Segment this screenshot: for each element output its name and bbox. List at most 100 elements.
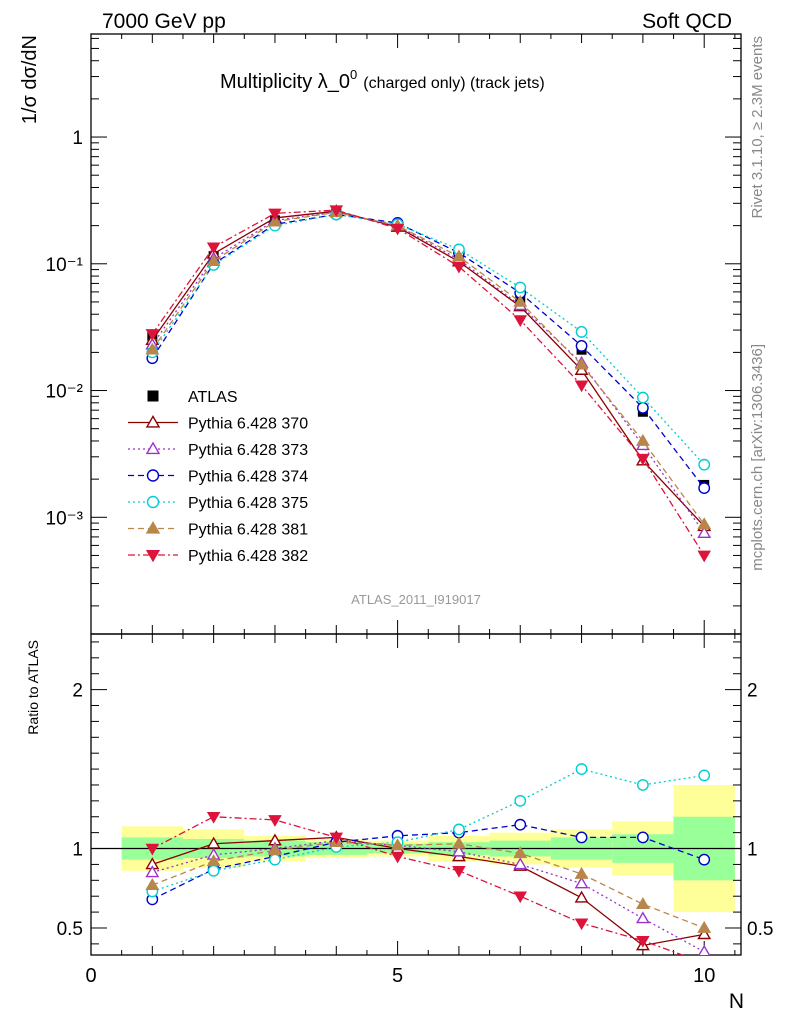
ratio-series-point	[635, 897, 650, 910]
main-ylabel: 1/σ dσ/dN	[19, 35, 41, 124]
ratio-series-point	[574, 890, 589, 903]
main-series-point	[329, 205, 344, 218]
legend-label: Pythia 6.428 375	[188, 495, 308, 512]
ratio-series-4	[146, 763, 711, 898]
ratio-series-point	[513, 891, 528, 904]
chart-title-sup: 0	[350, 67, 357, 82]
x-axis-label: N	[729, 990, 744, 1013]
legend-label: Pythia 6.428 381	[188, 522, 308, 539]
main-series-point	[513, 315, 528, 327]
main-series-point	[390, 223, 405, 236]
x-tick-label: 5	[392, 965, 403, 987]
ratio-series-point	[574, 918, 589, 931]
legend-label: Pythia 6.428 373	[188, 442, 308, 459]
ratio-series-point	[269, 853, 281, 866]
main-series-point	[268, 214, 282, 227]
header-right: Soft QCD	[642, 10, 732, 33]
legend: ATLAS Pythia 6.428 370 Pythia 6.428 373 Pyt…	[128, 389, 308, 565]
main-series-2	[145, 205, 712, 538]
chart-title-small: (charged only) (track jets)	[363, 75, 544, 92]
ratio-series-point	[145, 877, 160, 890]
ratio-series-line	[152, 816, 685, 955]
ratio-y-tick-label-right: 0.5	[747, 919, 773, 940]
main-series-6	[145, 205, 711, 563]
main-series-point	[268, 208, 282, 221]
ratio-panel: 0.5 0.5 1 1 2 2 0 5 10	[57, 633, 773, 987]
ratio-series-line	[152, 836, 705, 947]
ratio-y-tick-label-left: 1	[72, 840, 83, 861]
legend-item: ATLAS	[147, 389, 238, 406]
ratio-series-point	[207, 864, 220, 877]
legend-marker	[146, 469, 160, 482]
main-series-5	[145, 205, 712, 530]
main-series-point	[636, 453, 650, 466]
ratio-y-tick-label-left: 2	[72, 681, 83, 702]
main-series-point	[513, 294, 528, 307]
ratio-series-point	[268, 843, 282, 855]
main-frame	[90, 33, 742, 635]
ratio-frame	[90, 633, 742, 956]
main-series-point	[697, 550, 711, 563]
ratio-y-tick-label-left: 0.5	[57, 919, 83, 940]
main-series-point	[636, 401, 649, 414]
ratio-series-point	[636, 779, 649, 791]
main-series-point	[452, 261, 466, 274]
main-series-point	[451, 249, 466, 262]
legend-item: Pythia 6.428 374	[128, 469, 308, 486]
legend-marker	[147, 390, 159, 402]
chart-title: Multiplicity λ_00 (charged only) (track j…	[220, 67, 545, 93]
main-series-point	[635, 433, 650, 446]
ratio-series-point	[635, 911, 650, 924]
ratio-series-point	[697, 920, 712, 933]
analysis-watermark: ATLAS_2011_I919017	[351, 592, 481, 607]
legend-item: Pythia 6.428 381	[128, 521, 308, 539]
legend-marker	[145, 549, 161, 563]
main-series-point	[574, 380, 589, 393]
ratio-series-5	[145, 835, 712, 933]
ratio-series-point	[575, 831, 588, 844]
legend-marker	[145, 521, 161, 534]
ratio-series-point	[698, 853, 711, 866]
main-series-point	[697, 526, 712, 538]
ratio-series-point	[513, 857, 528, 870]
main-panel: 1 10⁻¹ 10⁻² 10⁻³	[46, 33, 742, 635]
ratio-series-point	[513, 846, 528, 859]
side-label-mcplots: mcplots.cern.ch [arXiv:1306.3436]	[749, 344, 766, 571]
ratio-y-tick-label-right: 1	[747, 840, 758, 861]
legend-item: Pythia 6.428 375	[128, 495, 308, 512]
ratio-y-tick-label-right: 2	[747, 681, 758, 702]
x-tick-label: 0	[85, 965, 96, 987]
ratio-series-point	[698, 944, 711, 955]
main-series-point	[574, 357, 589, 370]
main-series-point	[145, 329, 160, 341]
main-series-point	[575, 339, 588, 352]
legend-item: Pythia 6.428 382	[128, 548, 308, 565]
chart-title-main: Multiplicity λ_0	[220, 71, 350, 93]
ratio-series-point	[206, 854, 221, 867]
legend-item: Pythia 6.428 373	[128, 441, 308, 459]
ratio-series-point	[451, 844, 466, 857]
main-series-point	[698, 458, 711, 471]
main-y-tick-label: 10⁻²	[46, 382, 84, 403]
ratio-series-point	[268, 815, 282, 827]
ratio-series-point	[636, 831, 649, 844]
ratio-series-point	[574, 866, 589, 879]
ratio-series-line	[152, 768, 705, 893]
main-series-point	[206, 253, 221, 266]
main-series-point	[145, 342, 160, 355]
main-series-point	[206, 242, 221, 255]
main-series-point	[514, 281, 527, 294]
main-y-tick-label: 10⁻³	[46, 508, 84, 529]
side-label-rivet: Rivet 3.1.10, ≥ 2.3M events	[749, 36, 766, 219]
main-series-line	[151, 209, 705, 556]
main-series-point	[698, 482, 711, 494]
ratio-series-point	[451, 836, 466, 849]
main-series-line	[151, 211, 705, 525]
legend-marker	[146, 495, 160, 509]
ratio-series-6	[145, 811, 685, 955]
ratio-series-point	[206, 811, 221, 824]
main-series-line	[151, 211, 705, 534]
ratio-series-point	[698, 769, 711, 782]
ratio-series-point	[390, 851, 405, 864]
